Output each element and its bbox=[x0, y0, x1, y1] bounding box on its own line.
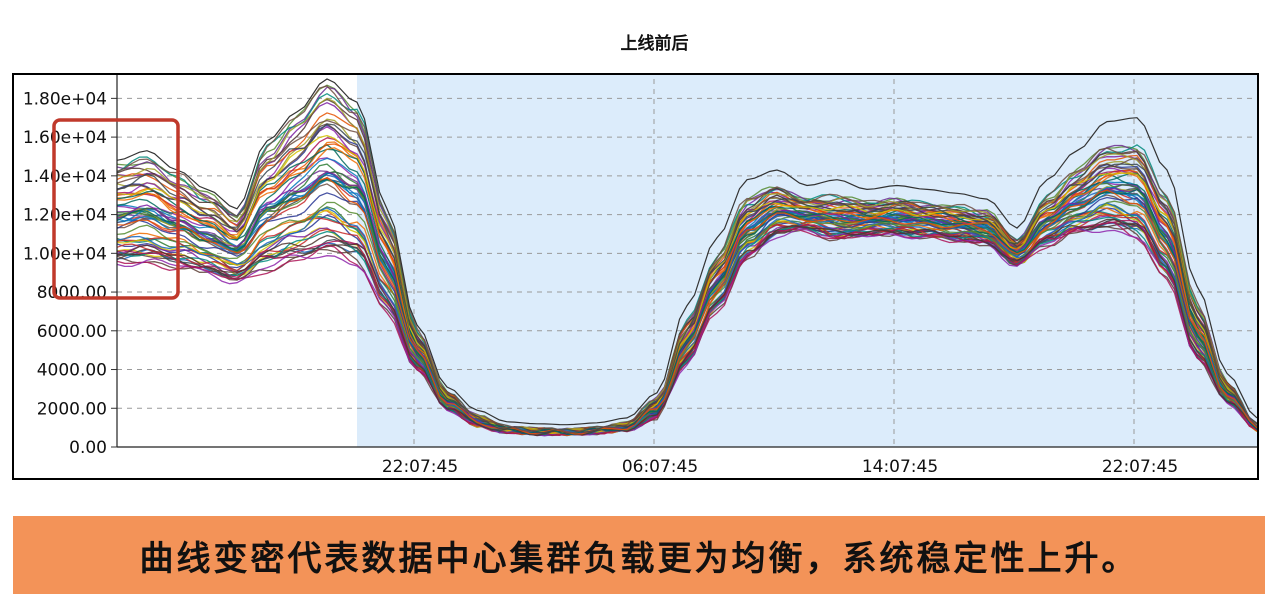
series-line bbox=[116, 123, 1257, 434]
series-line bbox=[116, 219, 1257, 436]
after-launch-region bbox=[357, 75, 1257, 447]
y-tick-label: 2000.00 bbox=[37, 399, 107, 419]
x-tick-label: 06:07:45 bbox=[622, 457, 698, 477]
x-tick-label: 14:07:45 bbox=[862, 457, 938, 477]
y-tick-label: 1.80e+04 bbox=[23, 89, 107, 109]
page-title: 上线前后 bbox=[620, 34, 689, 54]
chart-svg: 0.00 2000.00 4000.00 6000.00 8000.00 1.00e+04… bbox=[23, 75, 1257, 477]
y-tick-label: 6000.00 bbox=[37, 322, 107, 342]
series-line bbox=[116, 85, 1257, 434]
y-tick-label: 1.20e+04 bbox=[23, 206, 107, 226]
line-chart: 0.00 2000.00 4000.00 6000.00 8000.00 1.00e+04… bbox=[12, 73, 1259, 480]
series-line bbox=[116, 202, 1257, 436]
y-tick-label: 0.00 bbox=[69, 438, 107, 458]
y-tick-label: 1.60e+04 bbox=[23, 128, 107, 148]
series-line bbox=[116, 227, 1257, 437]
caption-banner: 曲线变密代表数据中心集群负载更为均衡，系统稳定性上升。 bbox=[13, 516, 1265, 594]
max-series-line bbox=[116, 78, 1257, 426]
highlight-box bbox=[52, 118, 180, 300]
x-tick-label: 22:07:45 bbox=[1102, 457, 1178, 477]
series-line bbox=[116, 177, 1257, 435]
y-tick-label: 1.40e+04 bbox=[23, 167, 107, 187]
y-tick-label: 4000.00 bbox=[37, 361, 107, 381]
series-line bbox=[116, 200, 1257, 436]
series-line bbox=[116, 216, 1257, 436]
caption-text: 曲线变密代表数据中心集群负载更为均衡，系统稳定性上升。 bbox=[139, 538, 1139, 579]
x-tick-label: 22:07:45 bbox=[382, 457, 458, 477]
series-line bbox=[116, 218, 1257, 436]
y-tick-label: 8000.00 bbox=[37, 283, 107, 303]
series-line bbox=[116, 214, 1257, 436]
y-tick-label: 1.00e+04 bbox=[23, 244, 107, 264]
